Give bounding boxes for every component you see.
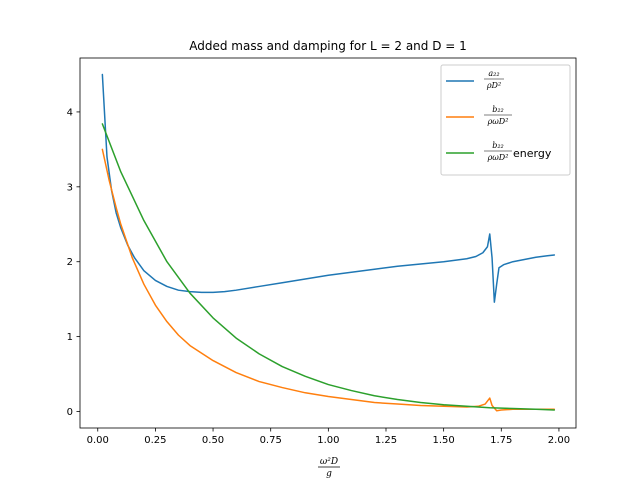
series-line-0 (101, 73, 556, 303)
x-tick-label: 1.25 (375, 435, 397, 446)
y-axis: 0 1 2 3 4 (67, 107, 80, 418)
y-tick-label: 2 (67, 257, 73, 268)
x-tick-label: 0.50 (202, 435, 224, 446)
x-tick-label: 1.50 (433, 435, 455, 446)
legend-a22-numerator: a₂₂ (488, 69, 499, 78)
legend-b22-energy-numerator: b₂₂ (492, 141, 504, 150)
x-tick-label: 0.25 (144, 435, 166, 446)
series-line-2 (101, 123, 556, 411)
chart-title: Added mass and damping for L = 2 and D =… (189, 39, 467, 53)
series-lines (101, 73, 556, 412)
x-axis: 0.00 0.25 0.50 0.75 1.00 1.25 1.50 1.75 2.00 (87, 428, 570, 446)
x-tick-label: 1.00 (317, 435, 339, 446)
legend-entry-b22: b₂₂ ρωD² (446, 105, 512, 126)
legend: a₂₂ ρD² b₂₂ ρωD² b₂₂ ρωD² energy (440, 64, 571, 176)
x-tick-label: 1.75 (490, 435, 512, 446)
legend-entry-b22-energy: b₂₂ ρωD² energy (446, 141, 552, 162)
legend-a22-denominator: ρD² (486, 81, 501, 90)
series-line-1 (101, 148, 556, 412)
legend-b22-energy-suffix: energy (513, 147, 552, 160)
y-tick-label: 4 (67, 107, 73, 118)
legend-b22-denominator: ρωD² (487, 117, 509, 126)
legend-entry-a22: a₂₂ ρD² (446, 69, 504, 90)
x-tick-label: 2.00 (548, 435, 570, 446)
x-axis-label: ω²D g (318, 457, 340, 479)
legend-b22-numerator: b₂₂ (492, 105, 504, 114)
legend-box (440, 64, 571, 176)
x-axis-label-numerator: ω²D (320, 457, 338, 467)
y-tick-label: 1 (67, 332, 73, 343)
x-tick-label: 0.75 (260, 435, 282, 446)
x-axis-label-denominator: g (326, 469, 332, 479)
x-tick-label: 0.00 (87, 435, 109, 446)
legend-b22-energy-denominator: ρωD² (487, 153, 509, 162)
y-tick-label: 0 (67, 407, 73, 418)
y-tick-label: 3 (67, 182, 73, 193)
